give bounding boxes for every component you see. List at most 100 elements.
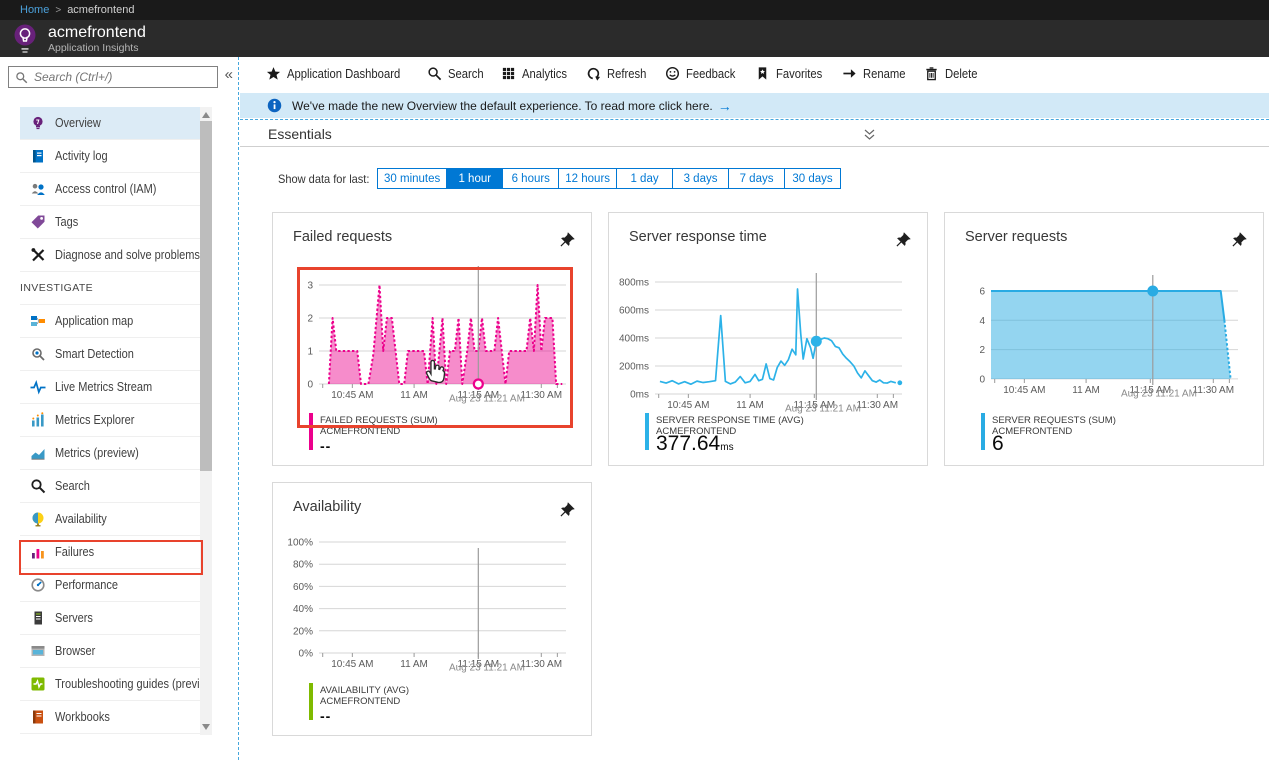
breadcrumb-home[interactable]: Home — [20, 4, 50, 16]
svg-text:0: 0 — [307, 380, 313, 391]
toolbar-application-dashboard[interactable]: Application Dashboard — [266, 66, 413, 81]
sidebar-item-access-control-iam[interactable]: Access control (IAM) — [20, 173, 200, 206]
sidebar-item-activity-log[interactable]: Activity log — [20, 140, 200, 173]
breadcrumb-current: acmefrontend — [67, 4, 135, 16]
svg-text:Aug 23 11:21 AM: Aug 23 11:21 AM — [1121, 389, 1197, 400]
svg-text:10:45 AM: 10:45 AM — [1003, 385, 1045, 396]
svg-text:3: 3 — [307, 281, 313, 292]
toolbar-analytics[interactable]: Analytics — [501, 66, 572, 81]
sidebar-collapse-button[interactable]: « — [224, 66, 233, 83]
svg-text:11:30 AM: 11:30 AM — [521, 659, 563, 670]
svg-text:11 AM: 11 AM — [400, 659, 428, 670]
pin-icon[interactable] — [557, 501, 576, 520]
toolbar-search[interactable]: Search — [427, 66, 488, 81]
sidebar-item-failures[interactable]: Failures — [20, 536, 200, 569]
activity-log-icon — [30, 148, 46, 164]
legend-text: SERVER REQUESTS (SUM) ACMEFRONTEND — [992, 415, 1116, 437]
sidebar-search[interactable] — [8, 66, 218, 88]
card-failed-requests: Failed requests 3 2 1 0 10:45 AM 11 AM 11:15 AM… — [272, 212, 592, 466]
time-range-7-days[interactable]: 7 days — [728, 168, 786, 189]
essentials-section: Essentials — [240, 120, 1269, 147]
svg-text:11:15 AM: 11:15 AM — [794, 400, 836, 411]
sidebar-item-metrics-explorer[interactable]: Metrics Explorer — [20, 404, 200, 437]
blade-header: acmefrontend Application Insights — [0, 20, 1269, 57]
sidebar: « Overview Activity log Access control (IA… — [0, 57, 238, 760]
sidebar-item-label: Diagnose and solve problems — [55, 248, 200, 262]
live-metrics-icon — [30, 379, 46, 395]
arrow-right-icon — [842, 66, 857, 81]
sidebar-item-search[interactable]: Search — [20, 470, 200, 503]
sidebar-item-application-map[interactable]: Application map — [20, 305, 200, 338]
time-range-1-day[interactable]: 1 day — [616, 168, 674, 189]
sidebar-item-label: Overview — [55, 116, 101, 130]
essentials-collapse-chevron[interactable] — [864, 128, 875, 146]
sidebar-item-servers[interactable]: Servers — [20, 602, 200, 635]
time-range-buttons: 30 minutes 1 hour 6 hours 12 hours 1 day 3 da… — [377, 168, 842, 189]
lightbulb-icon — [30, 115, 46, 131]
sidebar-item-troubleshooting-guides-preview[interactable]: Troubleshooting guides (preview) — [20, 668, 200, 701]
svg-text:11:15 AM: 11:15 AM — [458, 390, 500, 401]
smiley-icon — [665, 66, 680, 81]
essentials-label: Essentials — [268, 126, 332, 142]
svg-text:11:30 AM: 11:30 AM — [521, 390, 563, 401]
sidebar-item-label: Search — [55, 479, 90, 493]
svg-text:10:45 AM: 10:45 AM — [667, 400, 709, 411]
legend-color-bar — [981, 413, 985, 450]
scrollbar-up-arrow[interactable] — [202, 112, 210, 118]
time-range-30-days[interactable]: 30 days — [784, 168, 842, 189]
svg-text:10:45 AM: 10:45 AM — [331, 390, 373, 401]
toolbar-refresh[interactable]: Refresh — [586, 66, 651, 81]
toolbar-feedback[interactable]: Feedback — [665, 66, 741, 81]
sidebar-item-tags[interactable]: Tags — [20, 206, 200, 239]
star-icon — [266, 66, 281, 81]
svg-text:400ms: 400ms — [619, 334, 649, 345]
sidebar-item-overview[interactable]: Overview — [20, 107, 200, 140]
svg-text:200ms: 200ms — [619, 362, 649, 373]
pin-icon[interactable] — [1229, 231, 1248, 250]
time-range-6-hours[interactable]: 6 hours — [502, 168, 560, 189]
card-title-availability: Availability — [293, 499, 362, 515]
svg-text:0ms: 0ms — [630, 390, 649, 401]
toolbar-label: Feedback — [686, 66, 736, 81]
sidebar-item-availability[interactable]: Availability — [20, 503, 200, 536]
legend-color-bar — [309, 413, 313, 450]
toolbar-delete[interactable]: Delete — [924, 66, 981, 81]
legend-value: 377.64ms — [656, 432, 734, 455]
legend-value: -- — [320, 438, 332, 454]
card-server-response-time: Server response time 800ms 600ms 400ms 200ms… — [608, 212, 928, 466]
sidebar-item-workbooks[interactable]: Workbooks — [20, 701, 200, 734]
sidebar-item-performance[interactable]: Performance — [20, 569, 200, 602]
sidebar-item-smart-detection[interactable]: Smart Detection — [20, 338, 200, 371]
breadcrumb: Home > acmefrontend — [0, 0, 1269, 20]
search-icon — [16, 71, 28, 83]
pin-icon[interactable] — [557, 231, 576, 250]
scrollbar-down-arrow[interactable] — [202, 724, 210, 730]
time-range-1-hour[interactable]: 1 hour — [446, 168, 504, 189]
legend-text: AVAILABILITY (AVG) ACMEFRONTEND — [320, 685, 410, 707]
svg-text:11 AM: 11 AM — [1072, 385, 1100, 396]
toolbar-favorites[interactable]: Favorites — [755, 66, 827, 81]
time-range-3-days[interactable]: 3 days — [672, 168, 730, 189]
legend-text: SERVER RESPONSE TIME (AVG) ACMEFRONTEND — [656, 415, 804, 437]
sidebar-search-input[interactable] — [34, 70, 211, 84]
sidebar-scrollbar[interactable] — [200, 107, 212, 735]
svg-text:0%: 0% — [299, 649, 314, 660]
sidebar-item-live-metrics-stream[interactable]: Live Metrics Stream — [20, 371, 200, 404]
time-range-12-hours[interactable]: 12 hours — [558, 168, 618, 189]
legend-text: FAILED REQUESTS (SUM) ACMEFRONTEND — [320, 415, 438, 437]
sidebar-item-browser[interactable]: Browser — [20, 635, 200, 668]
svg-text:11:15 AM: 11:15 AM — [1130, 385, 1172, 396]
sidebar-item-diagnose-and-solve-problems[interactable]: Diagnose and solve problems — [20, 239, 200, 272]
toolbar-rename[interactable]: Rename — [842, 66, 910, 81]
sidebar-item-metrics-preview[interactable]: Metrics (preview) — [20, 437, 200, 470]
scrollbar-thumb[interactable] — [200, 121, 212, 471]
card-availability: Availability 100% 80% 60% 40% 20% 0% 10:45 AM 11… — [272, 482, 592, 736]
pin-icon[interactable] — [893, 231, 912, 250]
time-range-30-minutes[interactable]: 30 minutes — [377, 168, 448, 189]
card-title-server-response-time: Server response time — [629, 229, 767, 245]
info-banner[interactable]: We've made the new Overview the default … — [240, 93, 1269, 118]
sidebar-item-label: Servers — [55, 611, 93, 625]
svg-text:Aug 23 11:21 AM: Aug 23 11:21 AM — [449, 394, 525, 405]
card-server-requests: Server requests 6 4 2 0 10:45 AM 11 AM 11:15 AM… — [944, 212, 1264, 466]
